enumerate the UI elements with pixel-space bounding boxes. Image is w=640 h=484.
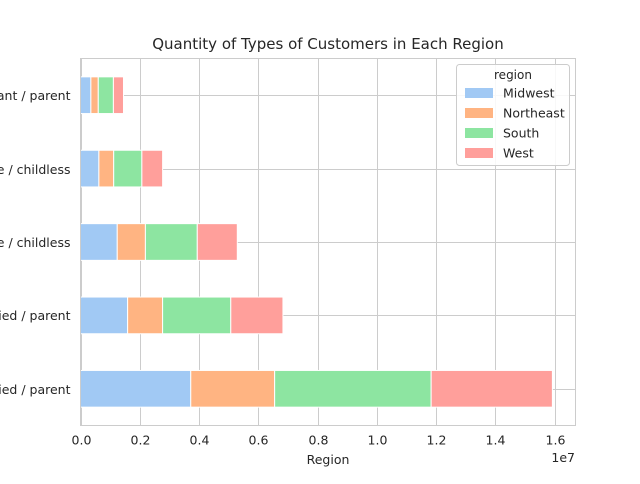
bar-segment-midwest <box>80 149 100 188</box>
bar-segment-midwest <box>80 223 118 261</box>
bar-segment-west <box>430 369 553 408</box>
bar-segment-west <box>141 149 164 188</box>
x-tick-label: 0.4 <box>190 433 210 448</box>
y-tick-label: e / childless <box>0 235 71 250</box>
x-tick-label: 1.6 <box>546 433 566 448</box>
bar-segment-south <box>162 296 232 335</box>
x-tick-label: 0.6 <box>249 433 269 448</box>
x-scale-label: 1e7 <box>551 450 575 465</box>
x-tick-labels: 0.0 0.2 0.4 0.6 0.8 1.0 1.2 1.4 1.6 <box>72 433 566 448</box>
bars <box>80 76 553 408</box>
plot-frame <box>80 58 576 426</box>
x-tick-label: 1.4 <box>486 433 506 448</box>
y-tick-label: ried / parent <box>0 382 71 397</box>
bar-segment-west <box>196 223 238 261</box>
x-tick-label: 1.0 <box>368 433 388 448</box>
bar-segment-northeast <box>98 149 115 188</box>
legend: region Midwest Northeast South West <box>456 64 570 166</box>
legend-swatch-northeast <box>465 108 493 118</box>
x-tick-label: 0.8 <box>309 433 329 448</box>
bar-segment-south <box>97 76 114 115</box>
bar-segment-northeast <box>116 223 146 261</box>
x-axis-label: Region <box>307 452 350 467</box>
x-tick-label: 0.2 <box>131 433 151 448</box>
y-tick-label: ant / parent <box>0 88 71 103</box>
legend-label: South <box>503 126 539 141</box>
bar-segment-northeast <box>190 369 276 408</box>
legend-label: Northeast <box>503 106 565 121</box>
legend-title: region <box>494 68 532 82</box>
x-tick-label: 1.2 <box>427 433 447 448</box>
x-tick-label: 0.0 <box>72 433 92 448</box>
bar-segment-midwest <box>80 76 92 115</box>
legend-swatch-west <box>465 148 493 158</box>
legend-swatch-south <box>465 128 493 138</box>
y-tick-label: e / childless <box>0 162 71 177</box>
bar-segment-south <box>144 223 198 261</box>
bar-segment-northeast <box>127 296 164 335</box>
legend-label: Midwest <box>503 86 555 101</box>
bar-segment-south <box>274 369 432 408</box>
legend-swatch-midwest <box>465 88 493 98</box>
bar-segment-northeast <box>90 76 99 115</box>
bar-segment-midwest <box>80 369 192 408</box>
y-tick-labels: ried / parent ried / parent e / childless e… <box>0 88 71 397</box>
bar-segment-west <box>230 296 284 335</box>
legend-label: West <box>503 146 534 161</box>
bar-segment-west <box>112 76 124 115</box>
y-tick-label: ried / parent <box>0 308 71 323</box>
bar-segment-midwest <box>80 296 129 335</box>
bar-segment-south <box>113 149 143 188</box>
chart-title: Quantity of Types of Customers in Each R… <box>152 35 504 53</box>
